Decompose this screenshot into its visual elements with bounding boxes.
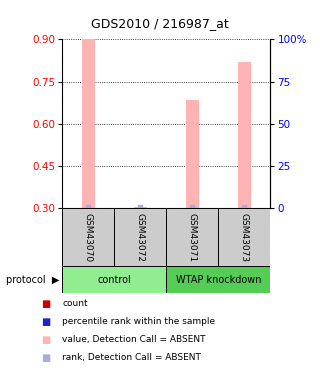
Text: WTAP knockdown: WTAP knockdown [176,275,261,285]
Bar [134,207,147,208]
Text: ■: ■ [42,353,51,363]
Text: count: count [62,299,88,308]
Bar [62,266,166,293]
Text: ■: ■ [42,335,51,345]
Text: value, Detection Call = ABSENT: value, Detection Call = ABSENT [62,335,206,344]
Bar [115,208,166,266]
Text: GDS2010 / 216987_at: GDS2010 / 216987_at [91,17,229,30]
Bar [186,100,199,208]
Bar [62,208,115,266]
Text: GSM43073: GSM43073 [240,213,249,262]
Text: GSM43072: GSM43072 [136,213,145,262]
Text: ■: ■ [42,317,51,327]
Text: rank, Detection Call = ABSENT: rank, Detection Call = ABSENT [62,353,201,362]
Bar [82,39,95,208]
Text: ■: ■ [42,299,51,309]
Bar [218,208,270,266]
Text: protocol  ▶: protocol ▶ [6,275,60,285]
Text: percentile rank within the sample: percentile rank within the sample [62,317,216,326]
Bar [166,266,270,293]
Text: GSM43070: GSM43070 [84,213,93,262]
Bar [166,208,218,266]
Bar [238,62,251,208]
Text: control: control [98,275,131,285]
Text: GSM43071: GSM43071 [188,213,197,262]
